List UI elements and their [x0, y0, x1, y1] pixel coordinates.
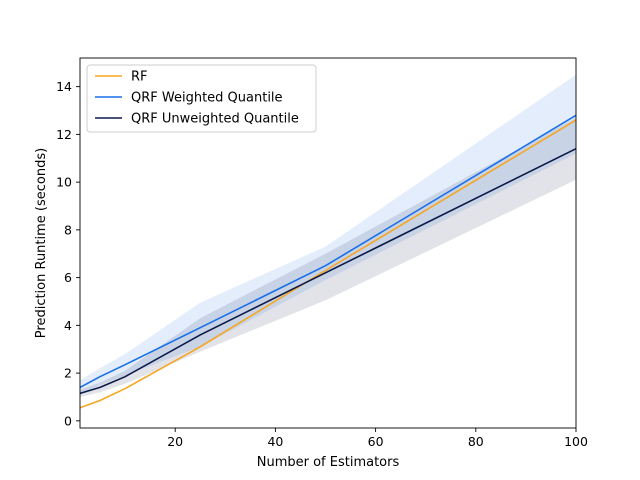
y-tick-label: 10 [56, 175, 72, 190]
y-tick-label: 12 [56, 127, 72, 142]
legend-label-qrf-weighted: QRF Weighted Quantile [131, 91, 283, 106]
y-tick-label: 0 [64, 413, 72, 428]
line-rf [79, 119, 577, 409]
x-axis-label: Number of Estimators [257, 455, 400, 470]
x-tick-label: 40 [267, 434, 283, 449]
y-axis-label: Prediction Runtime (seconds) [34, 148, 49, 338]
x-tick-label: 80 [468, 434, 484, 449]
x-axis-ticks: 20 40 60 80 100 [167, 428, 588, 449]
y-tick-label: 2 [64, 366, 72, 381]
y-tick-label: 6 [64, 270, 72, 285]
y-tick-label: 8 [64, 222, 72, 237]
legend: RF QRF Weighted Quantile QRF Unweighted … [86, 64, 317, 133]
legend-label-rf: RF [131, 70, 148, 85]
x-tick-label: 100 [564, 434, 588, 449]
confidence-bands [80, 74, 576, 397]
line-qrf-weighted-quantile [79, 114, 577, 389]
band-qrf-weighted-quantile [80, 74, 576, 395]
legend-label-qrf-unweighted: QRF Unweighted Quantile [131, 112, 299, 127]
legend-frame [86, 64, 317, 133]
x-tick-label: 60 [368, 434, 384, 449]
y-tick-label: 4 [64, 318, 72, 333]
y-tick-label: 14 [56, 79, 72, 94]
y-axis-ticks: 0 2 4 6 8 10 12 14 [56, 79, 80, 428]
series-lines [79, 114, 577, 409]
band-qrf-unweighted-quantile [80, 117, 576, 397]
x-tick-label: 20 [167, 434, 183, 449]
line-qrf-unweighted-quantile [79, 147, 577, 395]
plot-frame [79, 57, 577, 429]
